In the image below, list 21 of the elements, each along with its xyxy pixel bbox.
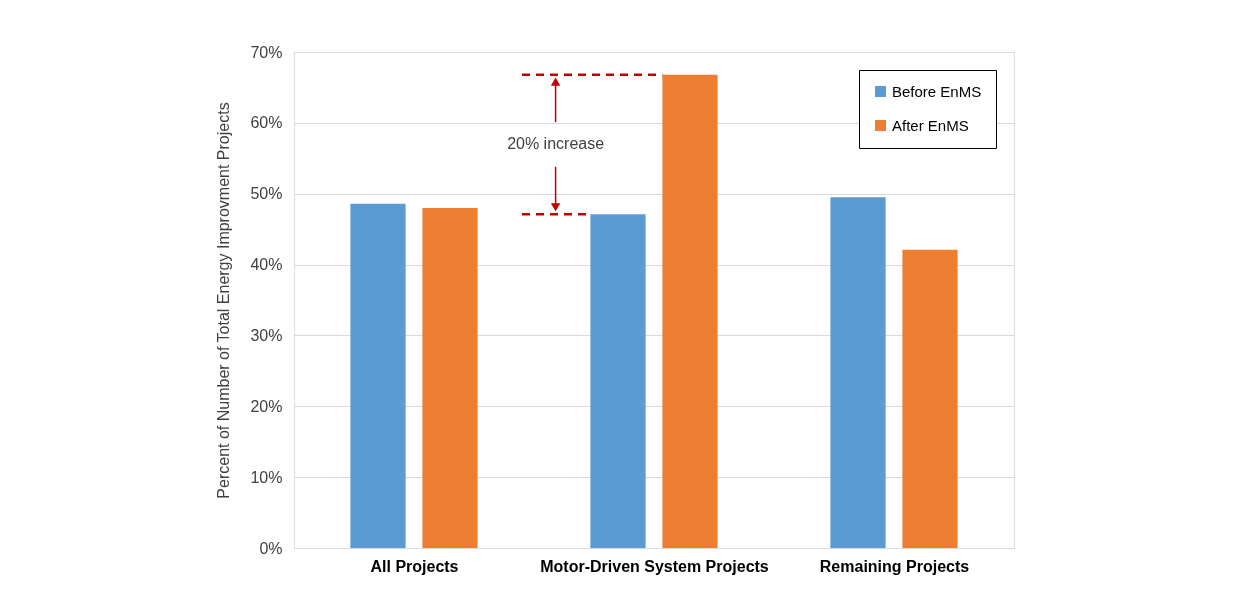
y-tick-label: 70% — [250, 43, 283, 61]
annotation: 20% increase — [507, 135, 605, 153]
legend-label: Before EnMS — [892, 82, 982, 100]
bar — [350, 203, 406, 548]
legend-label: After EnMS — [892, 116, 969, 134]
y-tick-label: 50% — [250, 185, 283, 203]
y-tick-label: 40% — [250, 256, 283, 274]
y-tick-label: 60% — [250, 114, 283, 132]
x-tick-label: Motor-Driven System Projects — [540, 557, 769, 575]
y-tick-label: 30% — [250, 326, 283, 344]
bar — [590, 214, 646, 548]
x-tick-label: All Projects — [370, 557, 459, 575]
y-tick-label: 10% — [250, 468, 283, 486]
bar — [902, 249, 958, 548]
y-axis-title: Percent of Number of Total Energy Improvment Projects — [215, 102, 233, 499]
bar — [662, 74, 718, 548]
y-tick-label: 0% — [259, 539, 283, 557]
x-tick-label: Remaining Projects — [819, 557, 970, 575]
bar — [830, 197, 886, 548]
bar — [422, 207, 478, 548]
y-tick-label: 20% — [250, 397, 283, 415]
